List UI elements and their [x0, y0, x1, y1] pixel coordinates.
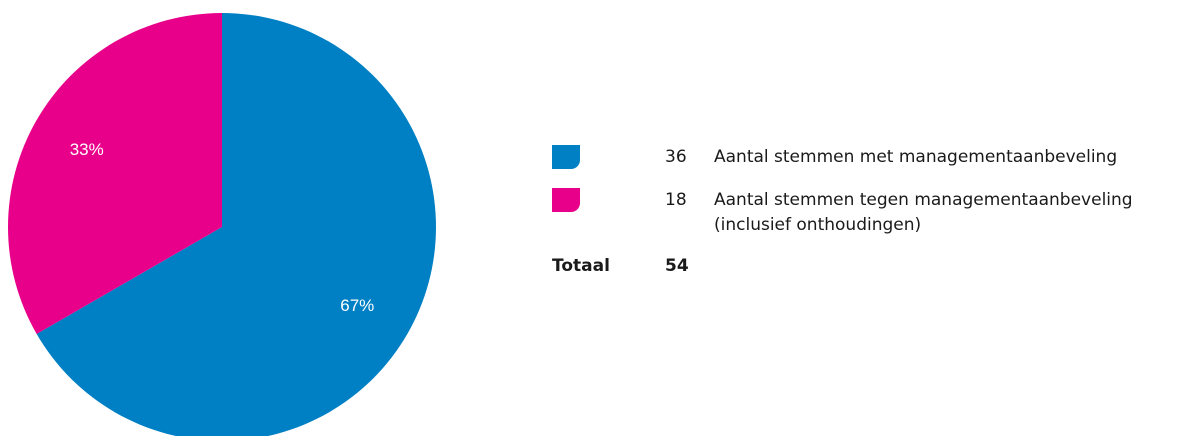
legend-label: Aantal stemmen tegen managementaanbeveli… [714, 188, 1188, 238]
legend-swatch-blue [552, 145, 580, 169]
pie-percent-label-0: 67% [340, 296, 374, 315]
legend-value: 18 [665, 190, 687, 210]
legend-item-with-management: 36 Aantal stemmen met managementaanbevel… [552, 145, 1117, 169]
total-value: 54 [665, 256, 689, 276]
legend-label-line1: Aantal stemmen tegen managementaanbeveli… [714, 190, 1133, 210]
legend-label-line2: (inclusief onthoudingen) [714, 215, 922, 235]
pie-percent-label-1: 33% [70, 140, 104, 159]
total-label: Totaal [552, 256, 610, 276]
legend-swatch-magenta [552, 188, 580, 212]
pie-chart: 67% 33% [7, 13, 436, 436]
pie-slice-0 [36, 13, 436, 436]
legend-label: Aantal stemmen met managementaanbeveling [714, 147, 1118, 167]
pie-slice-1 [7, 13, 222, 334]
legend-item-against-management: 18 Aantal stemmen tegen managementaanbev… [552, 188, 1133, 235]
legend-value: 36 [665, 147, 687, 167]
